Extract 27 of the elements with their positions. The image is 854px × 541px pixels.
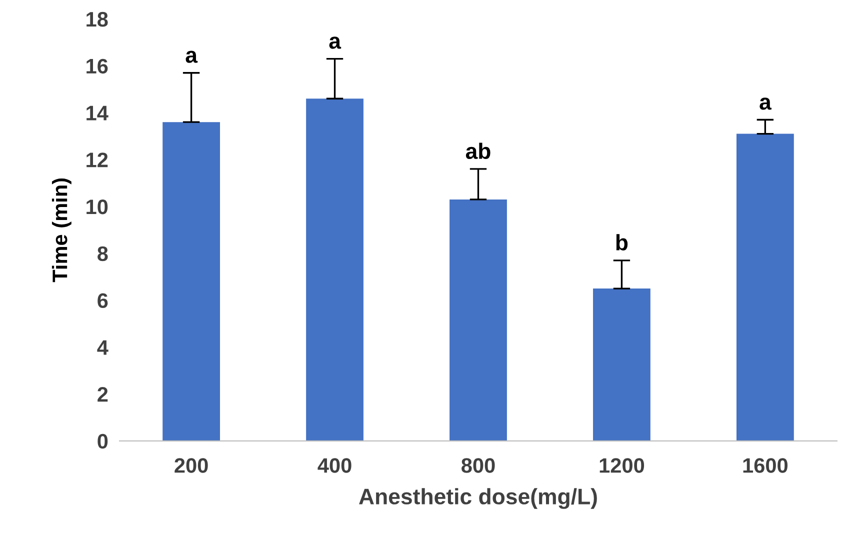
bar xyxy=(736,134,794,441)
bar xyxy=(306,98,364,441)
bar xyxy=(593,288,650,441)
x-tick-label: 400 xyxy=(318,458,352,473)
annotation: a xyxy=(329,36,342,49)
bar xyxy=(450,199,507,441)
y-tick-label: 16 xyxy=(86,58,108,74)
y-tick-label: 0 xyxy=(98,434,108,449)
x-tick-label: 1200 xyxy=(600,458,644,473)
y-tick-label: 10 xyxy=(86,199,108,214)
y-tick-label: 14 xyxy=(86,106,108,120)
annotation: a xyxy=(760,98,772,110)
x-tick-label: 200 xyxy=(174,458,208,473)
x-tick-label: 800 xyxy=(462,458,495,473)
y-tick-label: 4 xyxy=(97,340,108,355)
y-axis-title: Time (min) xyxy=(52,178,72,282)
y-tick-label: 18 xyxy=(86,12,108,27)
y-tick-label: 12 xyxy=(86,152,108,168)
annotation: b xyxy=(616,234,628,250)
bar xyxy=(162,122,220,441)
y-tick-label: 2 xyxy=(98,387,108,402)
x-tick-label: 1600 xyxy=(743,458,788,473)
y-tick-label: 6 xyxy=(98,293,108,308)
annotation: a xyxy=(186,50,198,63)
x-axis-title: Anesthetic dose(mg/L) xyxy=(359,488,597,509)
annotation: ab xyxy=(466,142,490,160)
y-tick-label: 8 xyxy=(98,246,108,262)
